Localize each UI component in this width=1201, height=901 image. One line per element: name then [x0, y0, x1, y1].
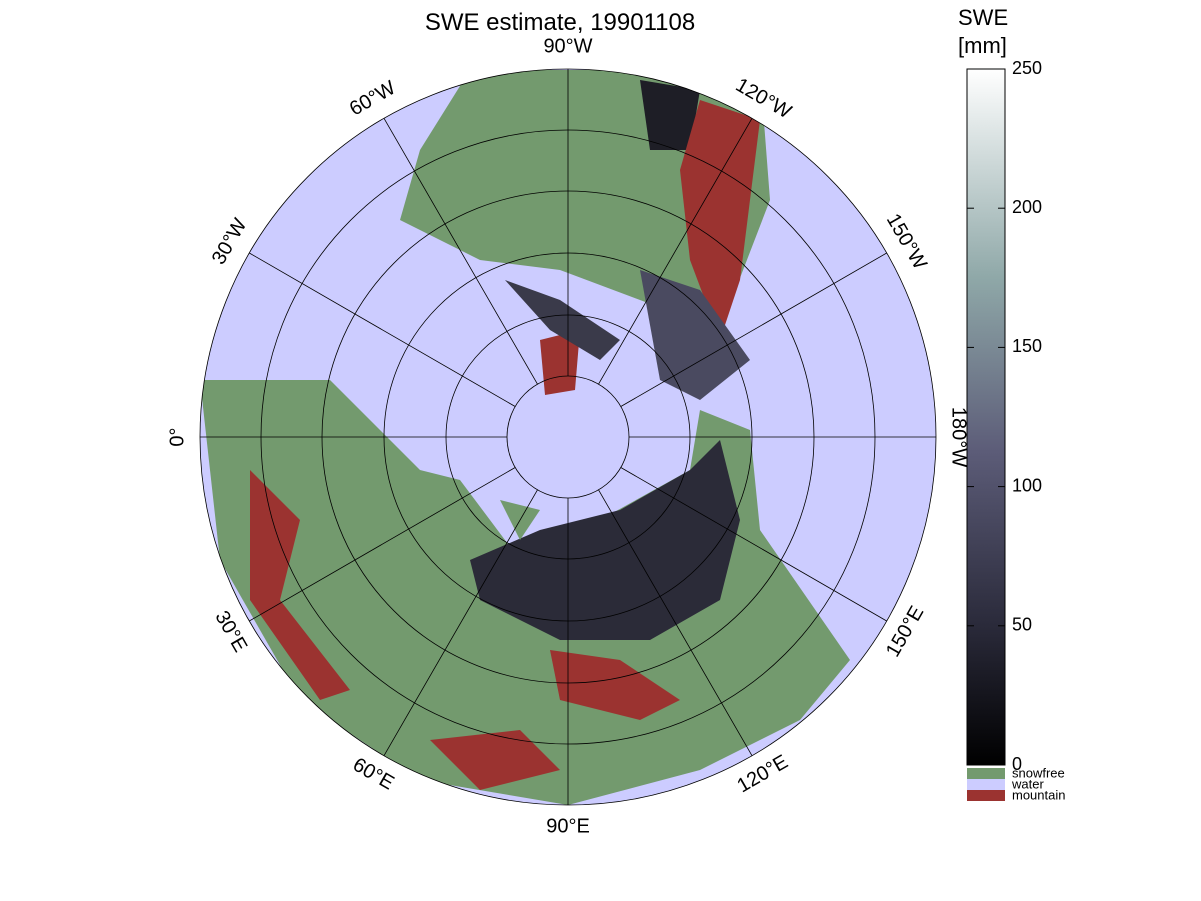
- legend-swatch: [967, 790, 1005, 801]
- longitude-label: 90°W: [543, 35, 592, 57]
- longitude-label: 0°: [166, 427, 188, 446]
- graticule: [199, 68, 937, 806]
- colorbar-tick-label: 50: [1012, 615, 1032, 635]
- meridian: [383, 118, 538, 385]
- longitude-label: 180°W: [948, 407, 970, 467]
- legend-label: mountain: [1012, 787, 1065, 802]
- colorbar-tick-label: 250: [1012, 58, 1042, 78]
- meridian: [598, 489, 753, 756]
- meridian: [598, 118, 753, 385]
- colorbar-tick-label: 100: [1012, 475, 1042, 495]
- colorbar-tick-label: 0: [1012, 754, 1022, 774]
- legend-label: water: [1011, 776, 1044, 791]
- meridian: [383, 489, 538, 756]
- colorbar-tick-label: 200: [1012, 197, 1042, 217]
- meridian: [249, 252, 516, 407]
- legend-swatch: [967, 768, 1005, 779]
- meridian: [249, 467, 516, 622]
- legend-label: snowfree: [1012, 765, 1065, 780]
- colorbar-title: [mm]: [958, 33, 1007, 58]
- colorbar-title: SWE: [958, 5, 1008, 30]
- longitude-label: 60°E: [349, 754, 398, 795]
- longitude-label: 90°E: [546, 815, 590, 837]
- longitude-label: 30°E: [210, 607, 251, 656]
- colorbar: [966, 68, 1006, 766]
- title: SWE estimate, 19901108: [425, 9, 695, 36]
- colorbar-tick-label: 150: [1012, 336, 1042, 356]
- meridian: [620, 467, 887, 622]
- meridian: [620, 252, 887, 407]
- map: [199, 68, 937, 806]
- legend-swatch: [967, 779, 1005, 790]
